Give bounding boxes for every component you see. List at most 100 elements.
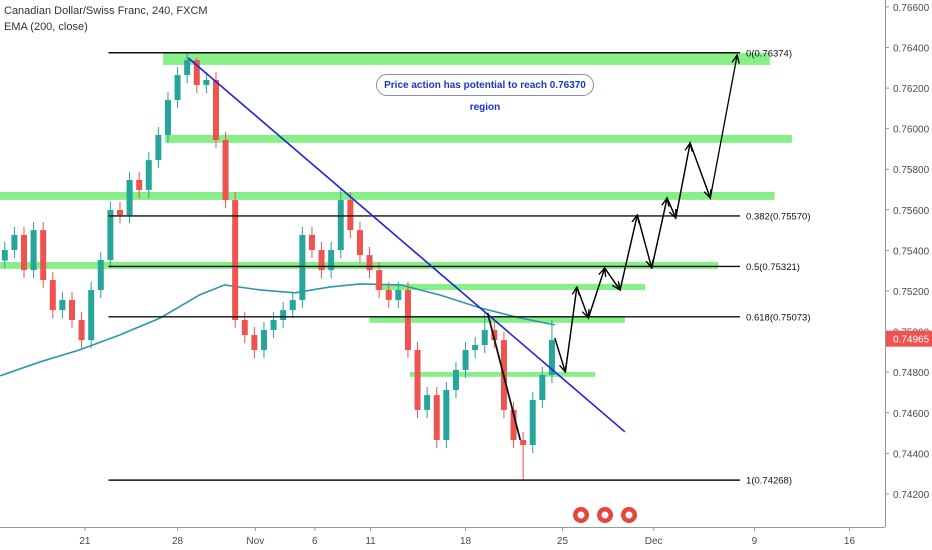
candle-body: [539, 375, 546, 400]
x-tick-label: 21: [79, 536, 91, 547]
candle-body: [414, 350, 421, 410]
candle-body: [318, 250, 325, 271]
fib-label: 0(0.76374): [746, 48, 792, 59]
last-price-label: 0.74965: [893, 335, 930, 346]
candle-body: [11, 234, 18, 251]
candle-body: [222, 140, 229, 201]
x-tick-label: 28: [172, 536, 184, 547]
annotation: Price action has potential to reach 0.76…: [376, 74, 594, 113]
x-tick-label: 18: [460, 536, 472, 547]
zone: [375, 283, 646, 290]
projection-arrow: [587, 268, 604, 319]
down-leg: [486, 312, 522, 441]
y-tick-label: 0.76400: [893, 43, 930, 54]
candle-body: [97, 259, 104, 290]
x-tick-label: Dec: [645, 536, 663, 547]
zone: [165, 134, 792, 143]
candle-body: [385, 289, 392, 300]
candle-body: [232, 200, 239, 321]
candle-body: [174, 75, 181, 101]
candle-body: [155, 134, 162, 161]
chart-title: Canadian Dollar/Swiss Franc, 240, FXCM: [4, 5, 208, 17]
candle-body: [443, 390, 450, 440]
y-tick-label: 0.75800: [893, 165, 930, 176]
last-price-box: [886, 330, 932, 347]
projection-arrow: [666, 197, 676, 218]
candle-body: [404, 289, 411, 351]
candle-body: [280, 310, 287, 321]
y-tick-label: 0.76000: [893, 125, 930, 136]
candle-body: [376, 270, 383, 290]
y-tick-label: 0.75600: [893, 206, 930, 217]
candle-body: [270, 320, 277, 330]
fib-label: 0.5(0.75321): [746, 262, 800, 273]
candle-body: [491, 329, 498, 341]
candle-body: [462, 350, 469, 370]
projection-arrow: [636, 214, 651, 268]
candle-body: [164, 100, 171, 135]
toolbar-icons[interactable]: [573, 507, 637, 523]
projection-arrow: [554, 337, 566, 372]
zone: [0, 261, 718, 269]
y-tick-label: 0.75200: [893, 287, 930, 298]
candle-body: [472, 344, 479, 351]
candle-body: [548, 340, 555, 376]
candle-body: [193, 60, 200, 86]
candle-body: [145, 160, 152, 190]
candle-body: [510, 409, 517, 440]
y-tick-label: 0.74200: [893, 490, 930, 501]
icon: [625, 511, 633, 519]
candle-body: [49, 280, 56, 311]
candle-body: [136, 179, 143, 190]
x-tick-label: 16: [844, 536, 856, 547]
candle-body: [328, 250, 335, 271]
candle-body: [452, 369, 459, 391]
candle-body: [203, 79, 210, 86]
x-tick-label: 25: [557, 536, 569, 547]
projection-arrow: [576, 286, 589, 318]
projection-arrow: [689, 142, 710, 198]
ema-line: [0, 283, 555, 377]
x-tick-label: 6: [312, 536, 318, 547]
projection-arrow: [564, 287, 577, 373]
projection-arrow: [619, 215, 637, 291]
fib-label: 1(0.74268): [746, 476, 792, 487]
candle-body: [395, 289, 402, 300]
x-tick-label: Nov: [246, 536, 264, 547]
candle-body: [366, 255, 373, 271]
candle-body: [1, 250, 8, 261]
zone: [369, 315, 625, 323]
x-tick-label: 9: [752, 536, 758, 547]
candle-body: [184, 60, 191, 76]
candle-body: [299, 234, 306, 300]
candle-body: [78, 320, 85, 341]
candle-body: [433, 395, 440, 440]
fib-label: 0.382(0.75570): [746, 211, 810, 222]
candle-body: [40, 230, 47, 281]
y-tick-label: 0.75400: [893, 246, 930, 257]
icon: [601, 511, 609, 519]
fib-label: 0.618(0.75073): [746, 312, 810, 323]
icon: [577, 511, 585, 519]
candle-body: [251, 335, 258, 351]
candle-body: [337, 200, 344, 251]
candle-body: [68, 299, 75, 321]
zone: [163, 52, 770, 65]
candle-body: [88, 289, 95, 341]
candle-body: [520, 439, 527, 446]
y-tick-label: 0.76200: [893, 84, 930, 95]
candle-body: [481, 329, 488, 345]
y-tick-label: 0.76600: [893, 3, 930, 14]
projection-arrow: [675, 143, 690, 219]
candle-body: [126, 179, 133, 216]
candle-body: [424, 395, 431, 410]
y-tick-label: 0.74400: [893, 449, 930, 460]
projection-arrow: [604, 267, 620, 290]
y-tick-label: 0.74600: [893, 409, 930, 420]
candle-body: [30, 230, 37, 271]
candle-body: [347, 200, 354, 231]
candle-body: [308, 234, 315, 251]
candle-body: [116, 210, 123, 216]
